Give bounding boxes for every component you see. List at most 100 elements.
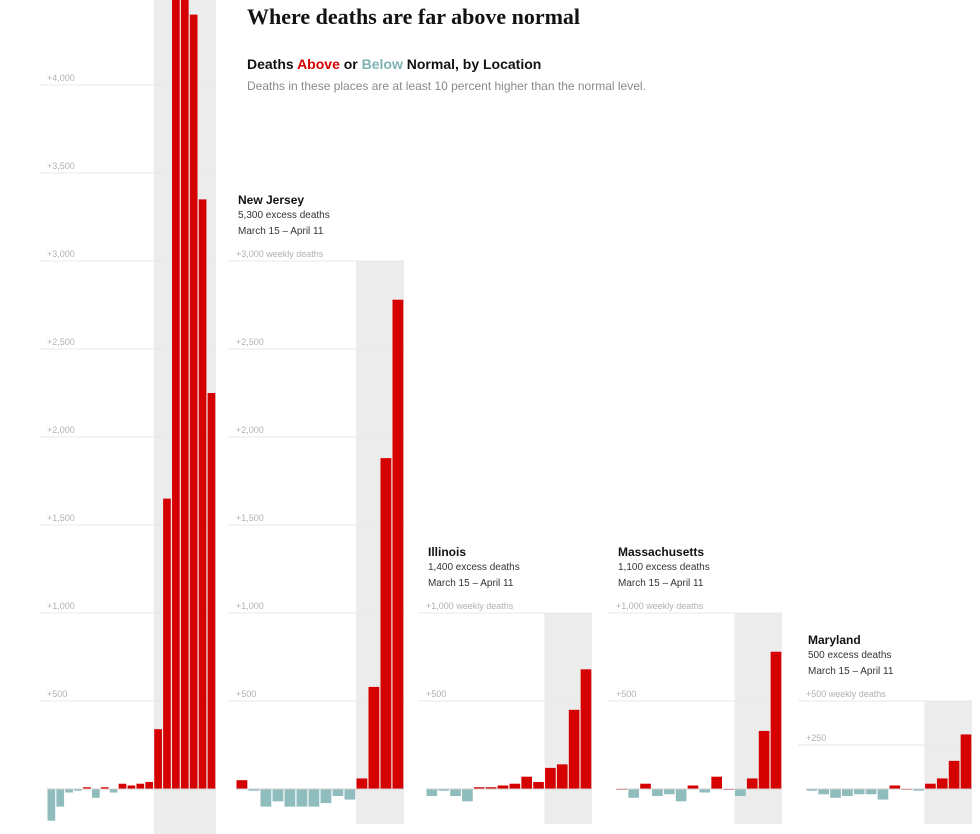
- bar: [109, 789, 118, 793]
- tick-label: +500: [47, 689, 67, 699]
- bar: [568, 709, 580, 789]
- bar: [154, 729, 162, 789]
- tick-label: +3,000: [47, 249, 75, 259]
- bar: [356, 778, 368, 789]
- bar: [853, 789, 865, 795]
- tick-label: +1,000: [47, 601, 75, 611]
- bar: [652, 789, 663, 797]
- bar: [663, 789, 675, 795]
- bar: [818, 789, 830, 795]
- tick-label: +3,000 weekly deaths: [236, 249, 324, 259]
- bar: [936, 778, 948, 789]
- panel-label-new-jersey: New Jersey 5,300 excess deaths March 15 …: [238, 193, 330, 240]
- tick-label: +500: [426, 689, 446, 699]
- tick-label: +2,500: [236, 337, 264, 347]
- bar: [711, 776, 723, 789]
- bar: [392, 299, 404, 789]
- tick-label: +500: [616, 689, 636, 699]
- bar: [865, 789, 877, 795]
- subtitle-middle: or: [339, 56, 362, 72]
- bar: [746, 778, 758, 789]
- date-range: March 15 – April 11: [618, 578, 704, 589]
- bar: [485, 787, 497, 789]
- bar: [842, 789, 853, 797]
- bar: [462, 789, 473, 802]
- tick-label: +1,000: [236, 601, 264, 611]
- tick-label: +4,000: [47, 73, 75, 83]
- bar: [948, 760, 960, 789]
- bar: [272, 789, 284, 802]
- bar: [145, 781, 154, 789]
- bar: [735, 789, 746, 797]
- bar: [450, 789, 461, 797]
- bar: [628, 789, 640, 798]
- bar: [438, 789, 450, 791]
- bar: [56, 789, 65, 807]
- bar: [960, 734, 972, 789]
- bar: [545, 767, 556, 789]
- chart-panel: +1,000 weekly deaths +500: [608, 601, 782, 824]
- excess-deaths: 5,300 excess deaths: [238, 210, 330, 221]
- bar: [889, 785, 901, 789]
- tick-label: +500 weekly deaths: [806, 689, 886, 699]
- location-name: New Jersey: [238, 193, 305, 207]
- bar: [368, 686, 380, 789]
- location-name: Illinois: [428, 545, 467, 559]
- tick-label: +2,000: [236, 425, 264, 435]
- tick-label: +500: [236, 689, 256, 699]
- bar: [556, 764, 568, 789]
- bar: [198, 199, 207, 789]
- bar: [284, 789, 296, 807]
- bar: [497, 785, 509, 789]
- panel-label-maryland: Maryland 500 excess deaths March 15 – Ap…: [808, 633, 893, 680]
- bar: [127, 785, 136, 789]
- bar: [308, 789, 320, 807]
- excess-deaths: 1,400 excess deaths: [428, 562, 520, 573]
- bar: [380, 458, 392, 789]
- bar: [74, 789, 82, 791]
- chart-panel: +3,000 weekly deaths +2,500 +2,000 +1,500 +1…: [228, 249, 404, 824]
- bar: [640, 783, 651, 789]
- bar: [758, 730, 770, 789]
- location-name: Maryland: [808, 633, 861, 647]
- bar: [207, 393, 216, 789]
- bar: [509, 783, 521, 789]
- excess-deaths: 500 excess deaths: [808, 650, 892, 661]
- bar: [248, 789, 260, 791]
- bar: [172, 0, 180, 789]
- subtitle-below: Below: [361, 56, 403, 72]
- bar: [236, 780, 248, 789]
- bar: [118, 783, 127, 789]
- tick-label: +3,500: [47, 161, 75, 171]
- tick-label: +250: [806, 733, 826, 743]
- bar: [913, 789, 924, 791]
- tick-label: +2,500: [47, 337, 75, 347]
- bar: [320, 789, 332, 804]
- date-range: March 15 – April 11: [238, 226, 324, 237]
- bar: [687, 785, 699, 789]
- panel-label-illinois: Illinois 1,400 excess deaths March 15 – …: [428, 545, 520, 592]
- bar: [426, 789, 438, 797]
- bar: [699, 789, 711, 793]
- tick-label: +1,000 weekly deaths: [426, 601, 514, 611]
- bar: [877, 789, 889, 800]
- chart-subtitle: Deaths Above or Below Normal, by Locatio…: [247, 56, 541, 72]
- bar: [533, 781, 544, 789]
- chart-panel: +500 weekly deaths +250: [798, 689, 972, 824]
- bar: [332, 789, 344, 797]
- bar: [260, 789, 272, 807]
- chart-panel: +4,000 +3,500 +3,000 +2,500 +2,000 +1,500 +1,0…: [39, 0, 216, 834]
- date-range: March 15 – April 11: [808, 666, 894, 677]
- chart-description: Deaths in these places are at least 10 p…: [247, 79, 646, 93]
- subtitle-prefix: Deaths: [247, 56, 298, 72]
- bar: [830, 789, 841, 798]
- bar: [806, 789, 818, 791]
- subtitle-above: Above: [297, 56, 340, 72]
- bar: [163, 498, 171, 789]
- bar: [675, 789, 687, 802]
- bar: [100, 787, 109, 789]
- chart-panel: +1,000 weekly deaths +500: [418, 601, 592, 824]
- bar: [136, 783, 145, 789]
- tick-label: +1,000 weekly deaths: [616, 601, 704, 611]
